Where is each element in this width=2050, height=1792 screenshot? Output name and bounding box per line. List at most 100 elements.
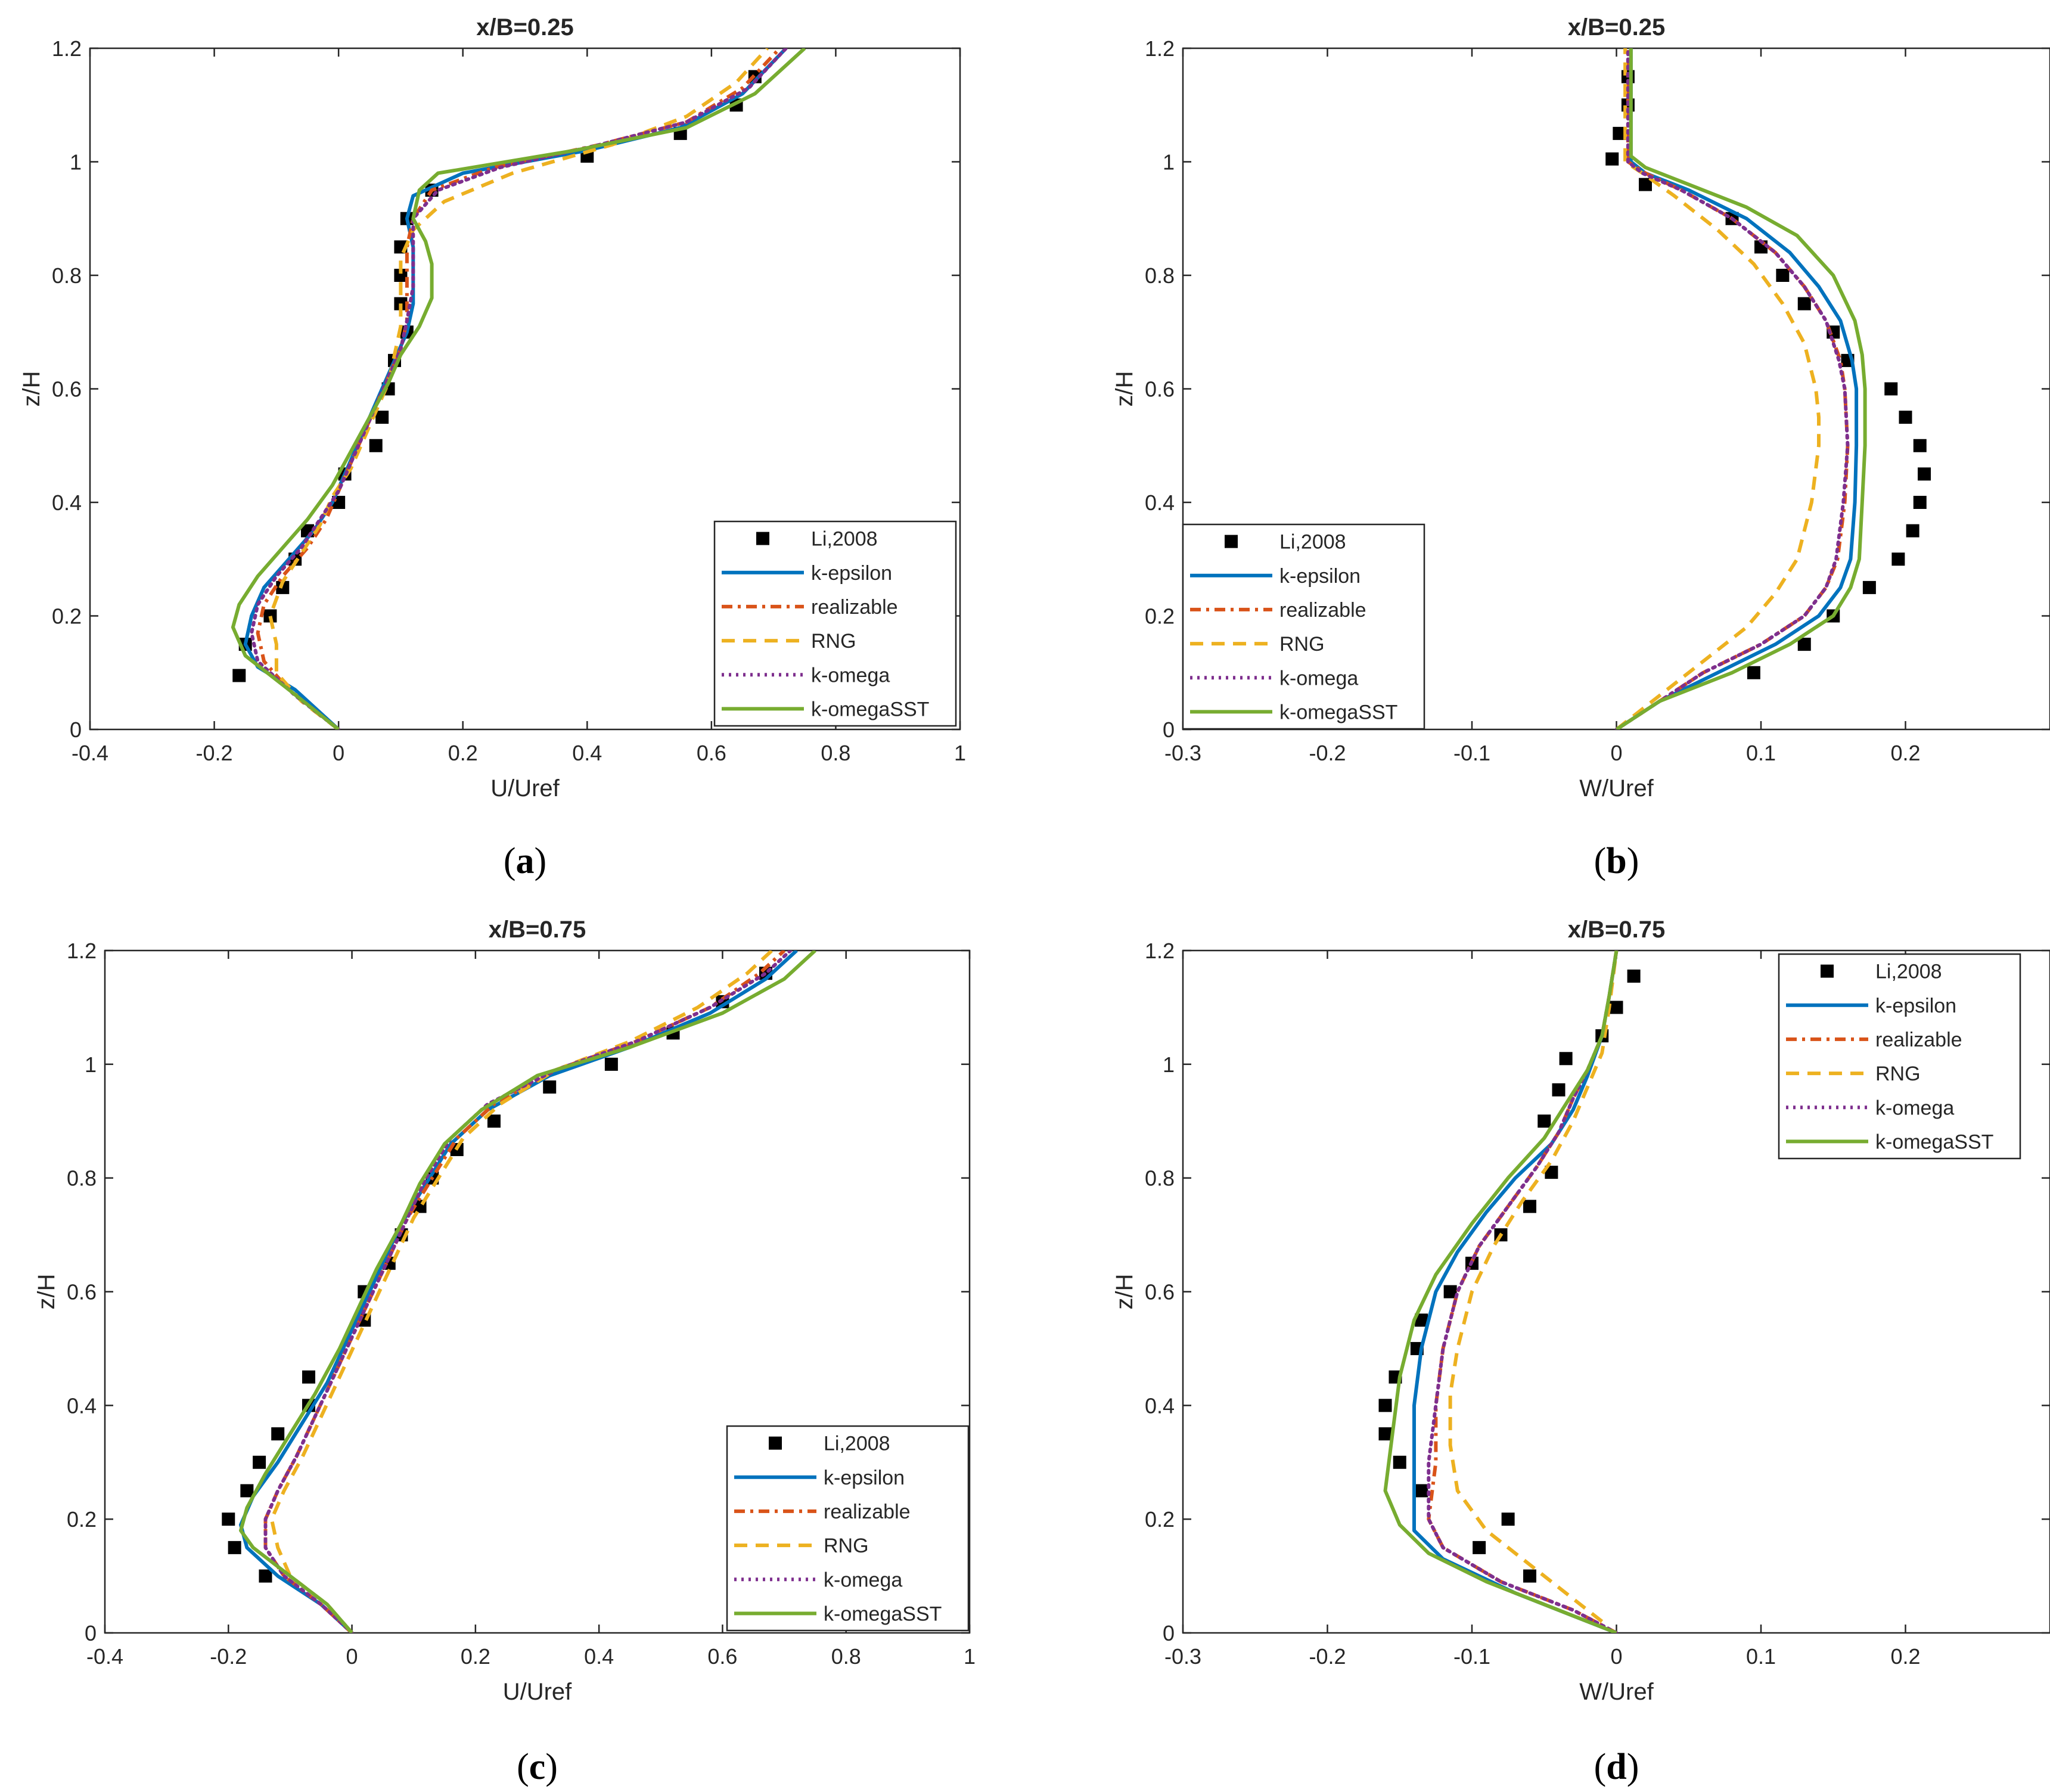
data-point [1776, 269, 1790, 282]
legend-label: RNG [1875, 1063, 1921, 1085]
series-line-k-omegaSST [239, 951, 816, 1633]
x-tick-label: 1 [954, 741, 966, 765]
data-point [375, 411, 389, 424]
panel-caption: (b) [1594, 841, 1639, 881]
data-point [1918, 467, 1931, 481]
x-axis-label: U/Uref [503, 1679, 572, 1705]
y-tick-label: 0.8 [67, 1166, 97, 1191]
y-tick-label: 1.2 [52, 36, 82, 61]
series-line-k-omega [263, 951, 793, 1633]
y-tick-label: 0.8 [1145, 263, 1175, 288]
data-point [263, 609, 277, 623]
y-tick-label: 0.2 [67, 1507, 97, 1532]
panel-caption: (c) [517, 1747, 558, 1787]
y-tick-label: 0.8 [1145, 1166, 1175, 1191]
y-tick-label: 0.2 [1145, 604, 1175, 629]
x-tick-label: 0.4 [584, 1644, 614, 1669]
data-point [1443, 1285, 1457, 1299]
data-point [1523, 1569, 1536, 1583]
series-line-realizable [256, 48, 781, 729]
data-point [1899, 411, 1912, 424]
x-tick-label: 0.1 [1746, 741, 1776, 765]
legend-label: k-epsilon [1875, 995, 1956, 1017]
y-tick-label: 0.6 [67, 1280, 97, 1305]
series-line-k-omega [1427, 951, 1619, 1633]
data-point [1545, 1166, 1558, 1179]
x-tick-label: 1 [964, 1644, 976, 1669]
legend-label: k-epsilon [824, 1467, 905, 1489]
x-tick-label: -0.2 [196, 741, 233, 765]
chart-title: x/B=0.25 [1568, 14, 1665, 41]
data-point [1913, 439, 1927, 452]
legend-label: Li,2008 [824, 1433, 890, 1455]
chart-title: x/B=0.75 [1568, 917, 1665, 943]
panel-a: -0.4 -0.2 0 0.2 0.4 0.6 0.8 1 0 0.2 0.4 0.6 0.8 1 1.2 x… [18, 14, 966, 881]
legend-label: RNG [811, 630, 856, 653]
y-tick-label: 0.2 [1145, 1507, 1175, 1532]
data-point [1797, 638, 1811, 651]
legend-label: RNG [1279, 633, 1325, 656]
plot-area [222, 951, 816, 1633]
y-tick-label: 0.4 [52, 490, 82, 515]
data-point [1639, 178, 1652, 191]
data-point [228, 1541, 241, 1554]
y-tick-label: 0 [1163, 1621, 1175, 1645]
data-point [1501, 1513, 1515, 1526]
legend-box [726, 1425, 970, 1632]
data-point [1884, 382, 1898, 396]
data-point [1473, 1541, 1486, 1554]
panel-caption: (d) [1594, 1747, 1639, 1787]
legend-label: Li,2008 [1875, 961, 1942, 983]
x-tick-label: 0.4 [572, 741, 602, 765]
series-line-k-omegaSST [231, 48, 806, 729]
data-point [1537, 1114, 1551, 1128]
plot-area [231, 48, 806, 729]
data-point [1523, 1200, 1536, 1213]
x-tick-label: -0.2 [1309, 741, 1346, 765]
data-point [276, 580, 290, 594]
y-axis-label: z/H [1111, 371, 1138, 407]
y-tick-label: 0.6 [1145, 1280, 1175, 1305]
series-line-k-omegaSST [1383, 951, 1619, 1633]
legend-label: k-omegaSST [1875, 1131, 1993, 1153]
panel-c: -0.4 -0.2 0 0.2 0.4 0.6 0.8 1 0 0.2 0.4 0.6 0.8 1 1.2 x… [33, 917, 976, 1787]
y-tick-label: 0.4 [1145, 490, 1175, 515]
legend-label: k-omega [1875, 1097, 1954, 1119]
y-tick-label: 0.8 [52, 263, 82, 288]
x-tick-label: 0.8 [831, 1644, 861, 1669]
y-tick-label: 0 [1163, 718, 1175, 742]
data-point [1913, 496, 1927, 509]
x-tick-label: 0.1 [1746, 1644, 1776, 1669]
plot-area [1605, 48, 1931, 729]
data-point [253, 1455, 266, 1469]
data-point [1610, 1001, 1623, 1014]
data-point [1906, 524, 1919, 538]
data-point [232, 669, 246, 682]
plot-area [1378, 951, 1641, 1633]
x-tick-label: 0 [333, 741, 344, 765]
data-point [222, 1513, 235, 1526]
legend-label: k-omega [1279, 667, 1358, 690]
y-tick-label: 1.2 [1145, 36, 1175, 61]
panel-d: -0.3 -0.2 -0.1 0 0.1 0.2 0 0.2 0.4 0.6 0.8 1 1.2 x/B=… [1111, 917, 2050, 1787]
y-tick-label: 0 [70, 718, 82, 742]
y-tick-label: 1 [70, 150, 82, 175]
series-line-k-omega [1614, 48, 1850, 729]
data-point [1605, 152, 1619, 166]
series-line-k-omegaSST [1615, 48, 1867, 729]
data-point [1415, 1484, 1428, 1498]
series-line-k-omega [250, 48, 788, 729]
data-point [302, 1370, 316, 1384]
data-point [1552, 1083, 1566, 1097]
legend-marker [1821, 964, 1834, 978]
x-tick-label: -0.1 [1453, 1644, 1490, 1669]
legend-label: realizable [824, 1501, 911, 1523]
y-tick-label: 0 [85, 1621, 97, 1645]
legend-marker [769, 1436, 782, 1450]
x-tick-label: 0.2 [461, 1644, 490, 1669]
x-tick-label: -0.1 [1453, 741, 1490, 765]
panel-b: -0.3 -0.2 -0.1 0 0.1 0.2 0 0.2 0.4 0.6 0.8 1 1.2 x/B=… [1111, 14, 2050, 881]
y-tick-label: 1 [1163, 1052, 1175, 1077]
data-point [240, 1484, 254, 1498]
